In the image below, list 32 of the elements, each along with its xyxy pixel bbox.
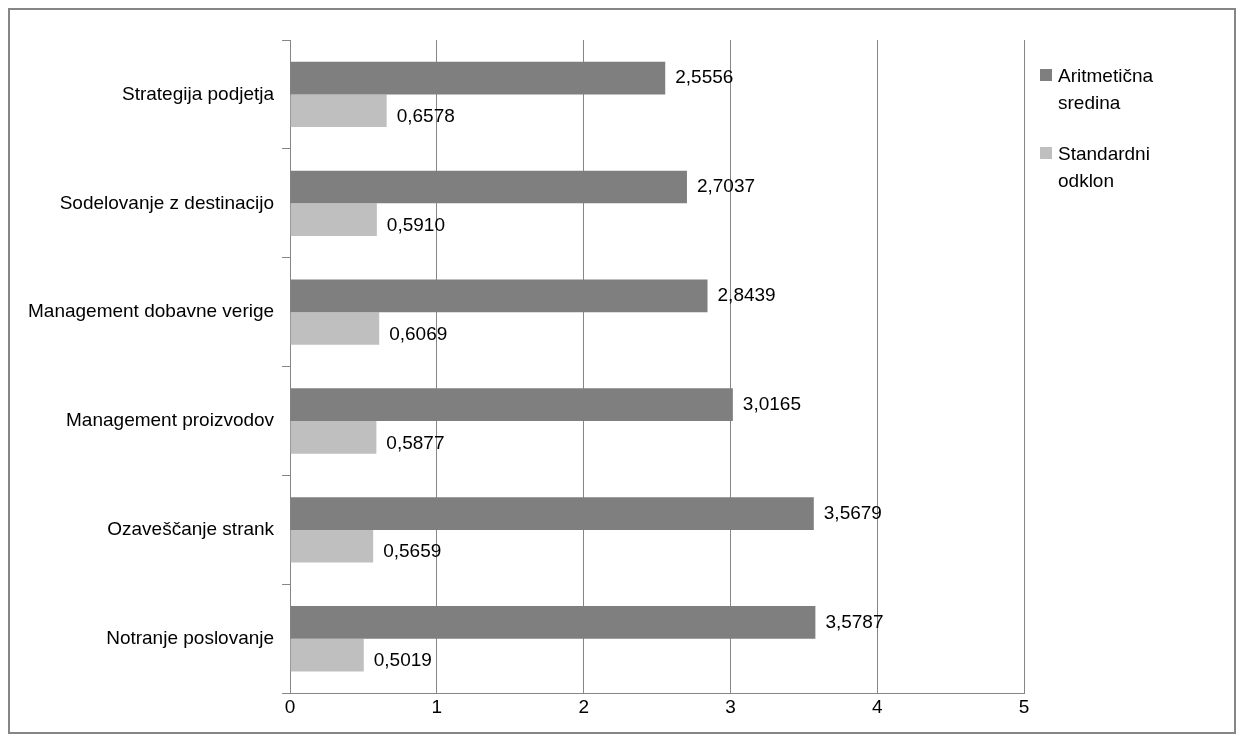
data-label: 2,7037: [696, 175, 756, 197]
data-label: 3,0165: [742, 392, 801, 414]
x-tick-label: 1: [431, 695, 443, 717]
x-tick-label: 4: [871, 695, 883, 717]
bar: [290, 638, 364, 672]
y-tick-label: Management dobavne verige: [28, 300, 275, 322]
data-label: 3,5787: [825, 610, 884, 632]
x-tick-label: 2: [578, 695, 589, 717]
data-label: 0,6578: [396, 105, 455, 126]
bar: [290, 421, 377, 454]
data-label: 0,5019: [373, 649, 432, 671]
bar: [290, 312, 380, 345]
data-label: 0,5877: [386, 431, 445, 453]
bar: [290, 529, 374, 563]
data-label: 2,8439: [717, 284, 776, 306]
y-tick-label: Management proizvodov: [66, 409, 275, 431]
x-tick-label: 0: [284, 695, 296, 717]
y-tick-label: Strategija podjetja: [122, 82, 275, 104]
data-label: 0,5910: [386, 213, 445, 235]
y-tick-label: Sodelovanje z destinacijo: [59, 191, 275, 213]
legend-label: Standardni odklon: [1058, 142, 1151, 193]
y-tick-label: Notranje poslovanje: [106, 627, 275, 648]
bar: [290, 94, 387, 128]
data-label: 2,5556: [675, 66, 734, 88]
bar: [290, 203, 377, 236]
data-label: 3,5679: [823, 501, 882, 523]
data-label: 0,5659: [383, 540, 442, 562]
x-tick-label: 5: [1018, 695, 1030, 717]
legend-label: Aritmetična sredina: [1058, 64, 1155, 115]
x-tick-label: 3: [725, 695, 736, 717]
y-tick-label: Ozaveščanje strank: [107, 518, 275, 540]
data-label: 0,6069: [389, 322, 448, 344]
